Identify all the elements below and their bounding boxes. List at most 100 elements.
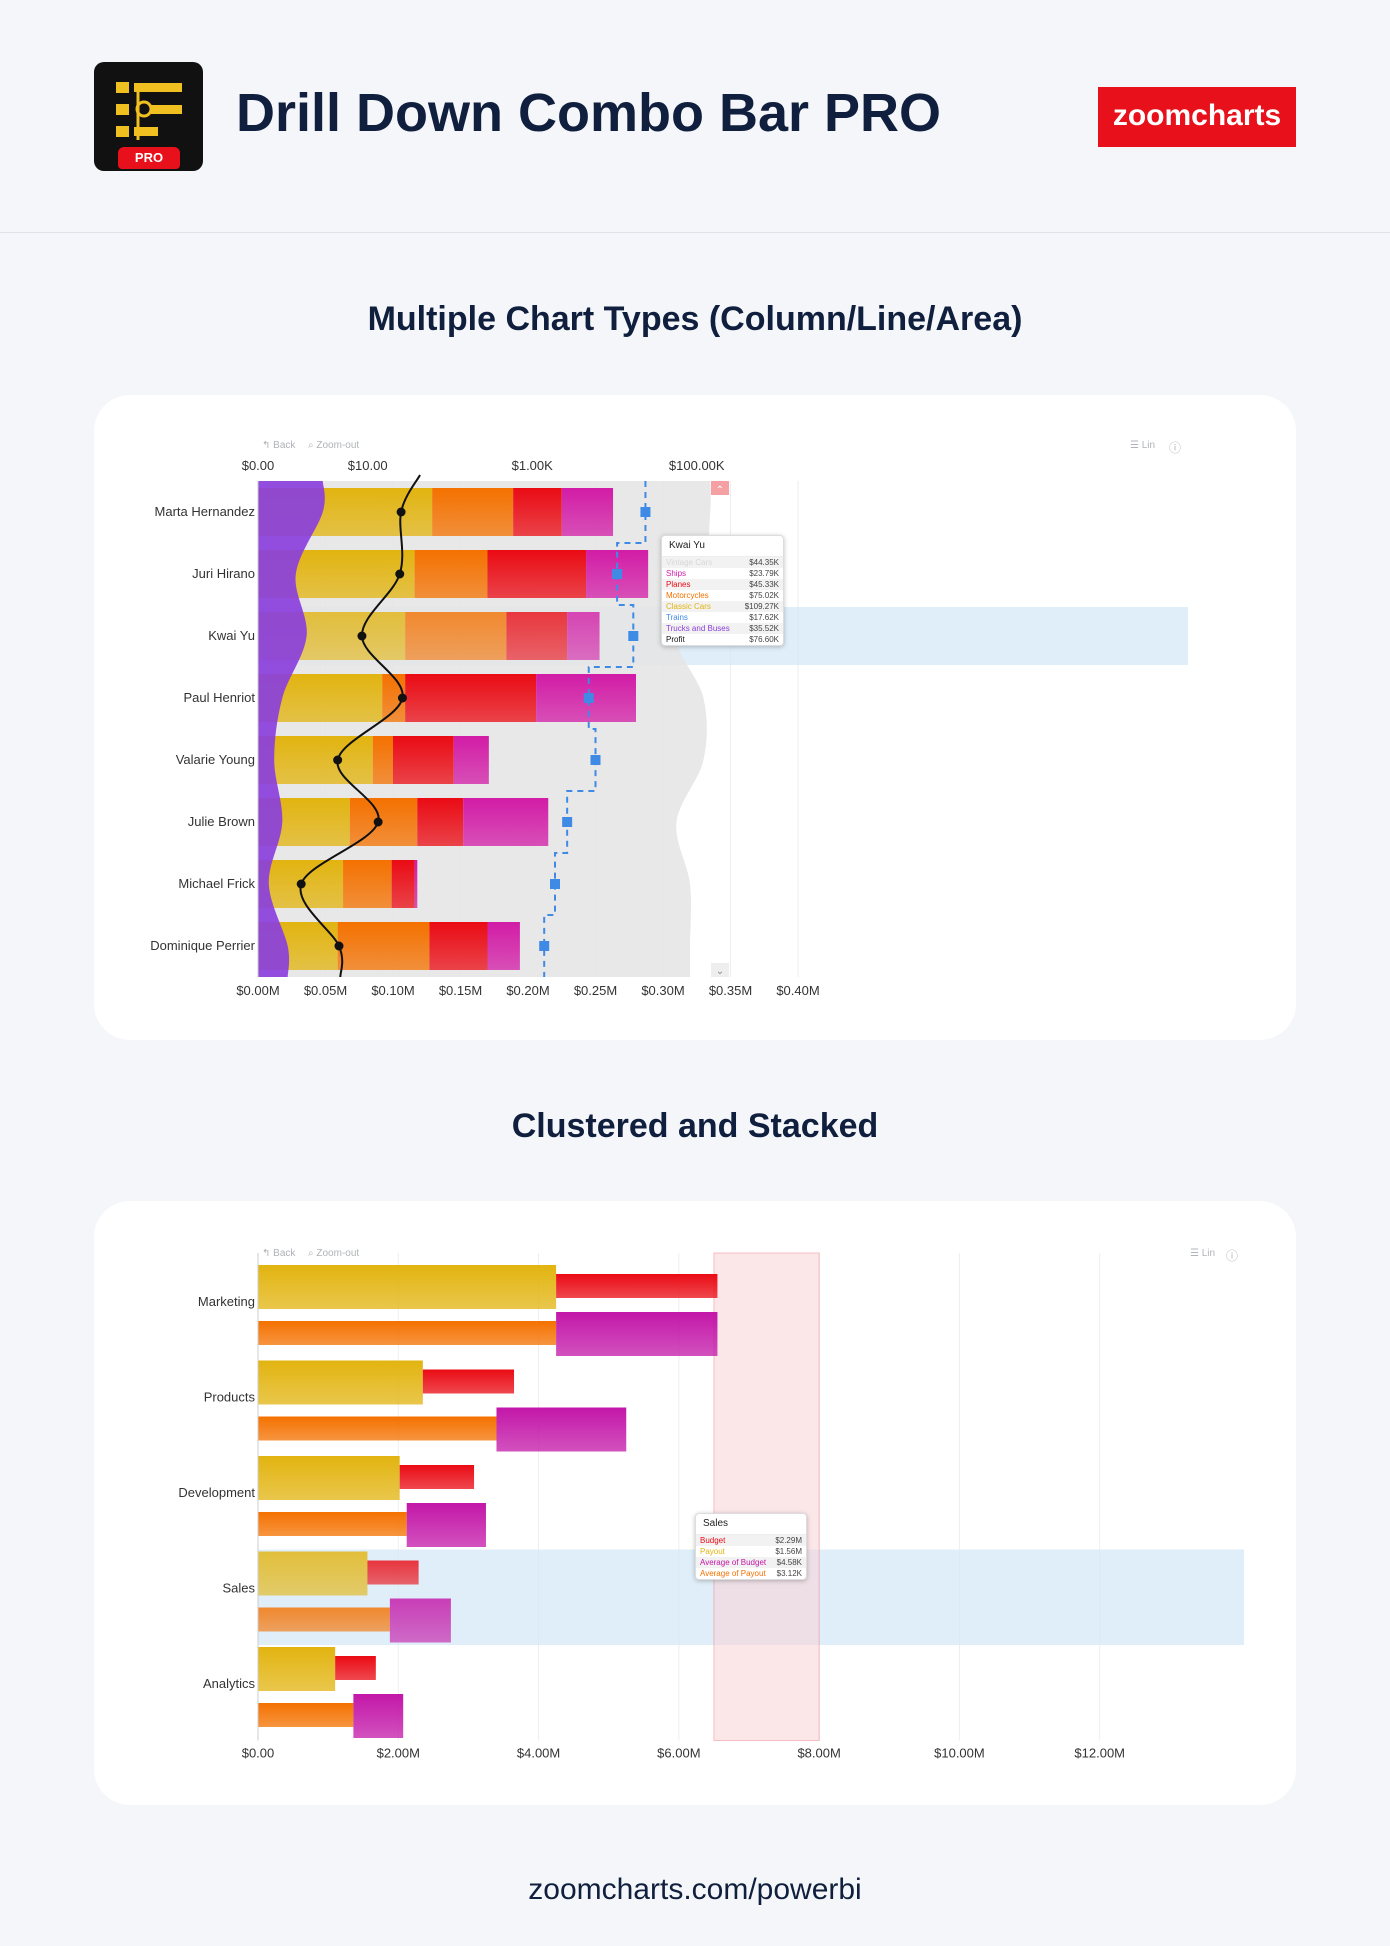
point-trains bbox=[640, 507, 651, 517]
chart-card-1: ↰ Back ⌕ Zoom-out ☰ Lin ⓘ ⌃ ⌄ Marta Hernan… bbox=[94, 395, 1296, 1040]
tooltip-label: Planes bbox=[666, 580, 691, 589]
category-label: Products bbox=[204, 1389, 256, 1404]
category-label: Kwai Yu bbox=[208, 628, 255, 643]
bar-ships bbox=[567, 612, 600, 660]
bar-payout bbox=[258, 1456, 400, 1500]
tooltip-label: Budget bbox=[700, 1536, 726, 1545]
tooltip-label: Profit bbox=[666, 635, 685, 644]
top-tick-label: $100.00K bbox=[669, 458, 725, 473]
bar-budget bbox=[399, 1465, 475, 1489]
bar-motorcycles bbox=[372, 736, 393, 784]
bar-planes bbox=[429, 922, 488, 970]
bar-motorcycles bbox=[414, 550, 488, 598]
bar-ships bbox=[453, 736, 489, 784]
tooltip-row: Classic Cars $109.27K bbox=[662, 601, 783, 612]
scale-toggle[interactable]: ☰ Lin bbox=[1190, 1248, 1216, 1259]
bar-payout bbox=[258, 1265, 557, 1309]
tooltip-value: $45.33K bbox=[749, 580, 779, 589]
scale-toggle[interactable]: ☰ Lin bbox=[1130, 440, 1156, 451]
category-label: Sales bbox=[222, 1580, 255, 1595]
scroll-up-button bbox=[711, 481, 729, 495]
back-button[interactable]: ↰ Back bbox=[262, 1248, 296, 1259]
tooltip-label: Average of Budget bbox=[700, 1558, 767, 1567]
category-label: Valarie Young bbox=[176, 752, 255, 767]
bar-budget bbox=[335, 1656, 376, 1680]
bar-ships bbox=[561, 488, 614, 536]
tooltip-value: $4.58K bbox=[776, 1558, 802, 1567]
x-tick-label: $0.10M bbox=[371, 983, 414, 998]
page-title: Drill Down Combo Bar PRO bbox=[236, 83, 942, 143]
x-tick-label: $0.35M bbox=[709, 983, 752, 998]
bar-planes bbox=[417, 798, 464, 846]
tooltip-value: $2.29M bbox=[775, 1536, 802, 1545]
point-trains bbox=[539, 941, 550, 951]
tooltip-row: Trucks and Buses $35.52K bbox=[662, 623, 783, 634]
tooltip-label: Vintage Cars bbox=[666, 558, 713, 567]
scroll-up-icon: ⌃ bbox=[716, 485, 724, 496]
x-tick-label: $0.20M bbox=[506, 983, 549, 998]
point-profit bbox=[395, 569, 405, 579]
bar-motorcycles bbox=[432, 488, 514, 536]
tooltip-row: Motorcycles $75.02K bbox=[662, 590, 783, 601]
chart-card-2: ↰ Back ⌕ Zoom-out ☰ Lin ⓘ Marketing Produ… bbox=[94, 1201, 1296, 1805]
section-title-1: Multiple Chart Types (Column/Line/Area) bbox=[367, 300, 1023, 338]
bar-average-of-budget bbox=[496, 1407, 627, 1452]
bar-motorcycles bbox=[337, 922, 430, 970]
x-tick-label: $0.00M bbox=[236, 983, 279, 998]
point-profit bbox=[397, 693, 407, 703]
tooltip-row: Profit $76.60K bbox=[662, 634, 783, 645]
tooltip-value: $1.56M bbox=[775, 1547, 802, 1556]
bar-payout bbox=[258, 1360, 423, 1405]
point-trains bbox=[628, 631, 639, 641]
x-tick-label: $6.00M bbox=[657, 1746, 700, 1761]
info-icon[interactable]: ⓘ bbox=[1169, 441, 1182, 455]
x-tick-label: $0.05M bbox=[304, 983, 347, 998]
x-tick-label: $12.00M bbox=[1074, 1746, 1125, 1761]
bar-planes bbox=[391, 860, 415, 908]
zoom-out-button[interactable]: ⌕ Zoom-out bbox=[308, 1248, 360, 1259]
bar-average-of-budget bbox=[556, 1312, 718, 1356]
category-label: Development bbox=[178, 1485, 255, 1500]
category-label: Marketing bbox=[198, 1294, 255, 1309]
tooltip-rows: Vintage Cars $44.35K Ships $23.79K Planes $45… bbox=[662, 557, 783, 645]
top-tick-label: $1.00K bbox=[512, 458, 554, 473]
bar-ships bbox=[414, 860, 418, 908]
chart-2-tooltip: Sales Budget $2.29M Payout $1.56M Average of… bbox=[695, 1513, 807, 1580]
chart-2[interactable]: Marketing Products Development Sales Analyti… bbox=[94, 1201, 1296, 1805]
point-profit bbox=[373, 817, 383, 827]
footer-url[interactable]: zoomcharts.com/powerbi bbox=[528, 1873, 862, 1906]
drilldown-icon bbox=[116, 82, 182, 140]
tooltip-row: Average of Payout $3.12K bbox=[696, 1568, 806, 1579]
area-trucks-and-buses bbox=[258, 481, 325, 977]
bar-motorcycles bbox=[349, 798, 418, 846]
chart-1[interactable]: ⌃ ⌄ Marta Hernandez Juri Hirano Kwai Yu Paul … bbox=[94, 395, 1296, 1040]
top-tick-label: $10.00 bbox=[348, 458, 388, 473]
scroll-down-button bbox=[711, 963, 729, 977]
scroll-down-icon: ⌄ bbox=[716, 966, 724, 977]
zoomcharts-logo[interactable]: zoomcharts bbox=[1098, 87, 1296, 147]
tooltip-row: Average of Budget $4.58K bbox=[696, 1557, 806, 1568]
header: PRO Drill Down Combo Bar PRO zoomcharts bbox=[0, 0, 1390, 233]
bar-planes bbox=[393, 736, 454, 784]
tooltip-row: Planes $45.33K bbox=[662, 579, 783, 590]
point-trains bbox=[550, 879, 560, 889]
bar-average-of-budget bbox=[406, 1503, 486, 1547]
range-band bbox=[713, 1252, 820, 1741]
bar-planes bbox=[506, 612, 568, 660]
zoom-out-button[interactable]: ⌕ Zoom-out bbox=[308, 440, 360, 451]
back-button[interactable]: ↰ Back bbox=[262, 440, 296, 451]
category-label: Marta Hernandez bbox=[155, 504, 255, 519]
info-icon[interactable]: ⓘ bbox=[1226, 1249, 1239, 1263]
tooltip-value: $35.52K bbox=[749, 624, 779, 633]
point-trains bbox=[583, 693, 594, 703]
tooltip-row: Vintage Cars $44.35K bbox=[662, 557, 783, 568]
top-tick-label: $0.00 bbox=[242, 458, 275, 473]
area-vintage-cars bbox=[258, 481, 711, 977]
x-tick-label: $8.00M bbox=[797, 1746, 840, 1761]
x-tick-label: $0.25M bbox=[574, 983, 617, 998]
point-trains bbox=[590, 755, 601, 765]
tooltip-value: $44.35K bbox=[749, 558, 779, 567]
bar-planes bbox=[487, 550, 587, 598]
tooltip-value: $17.62K bbox=[749, 613, 779, 622]
category-label: Paul Henriot bbox=[183, 690, 255, 705]
